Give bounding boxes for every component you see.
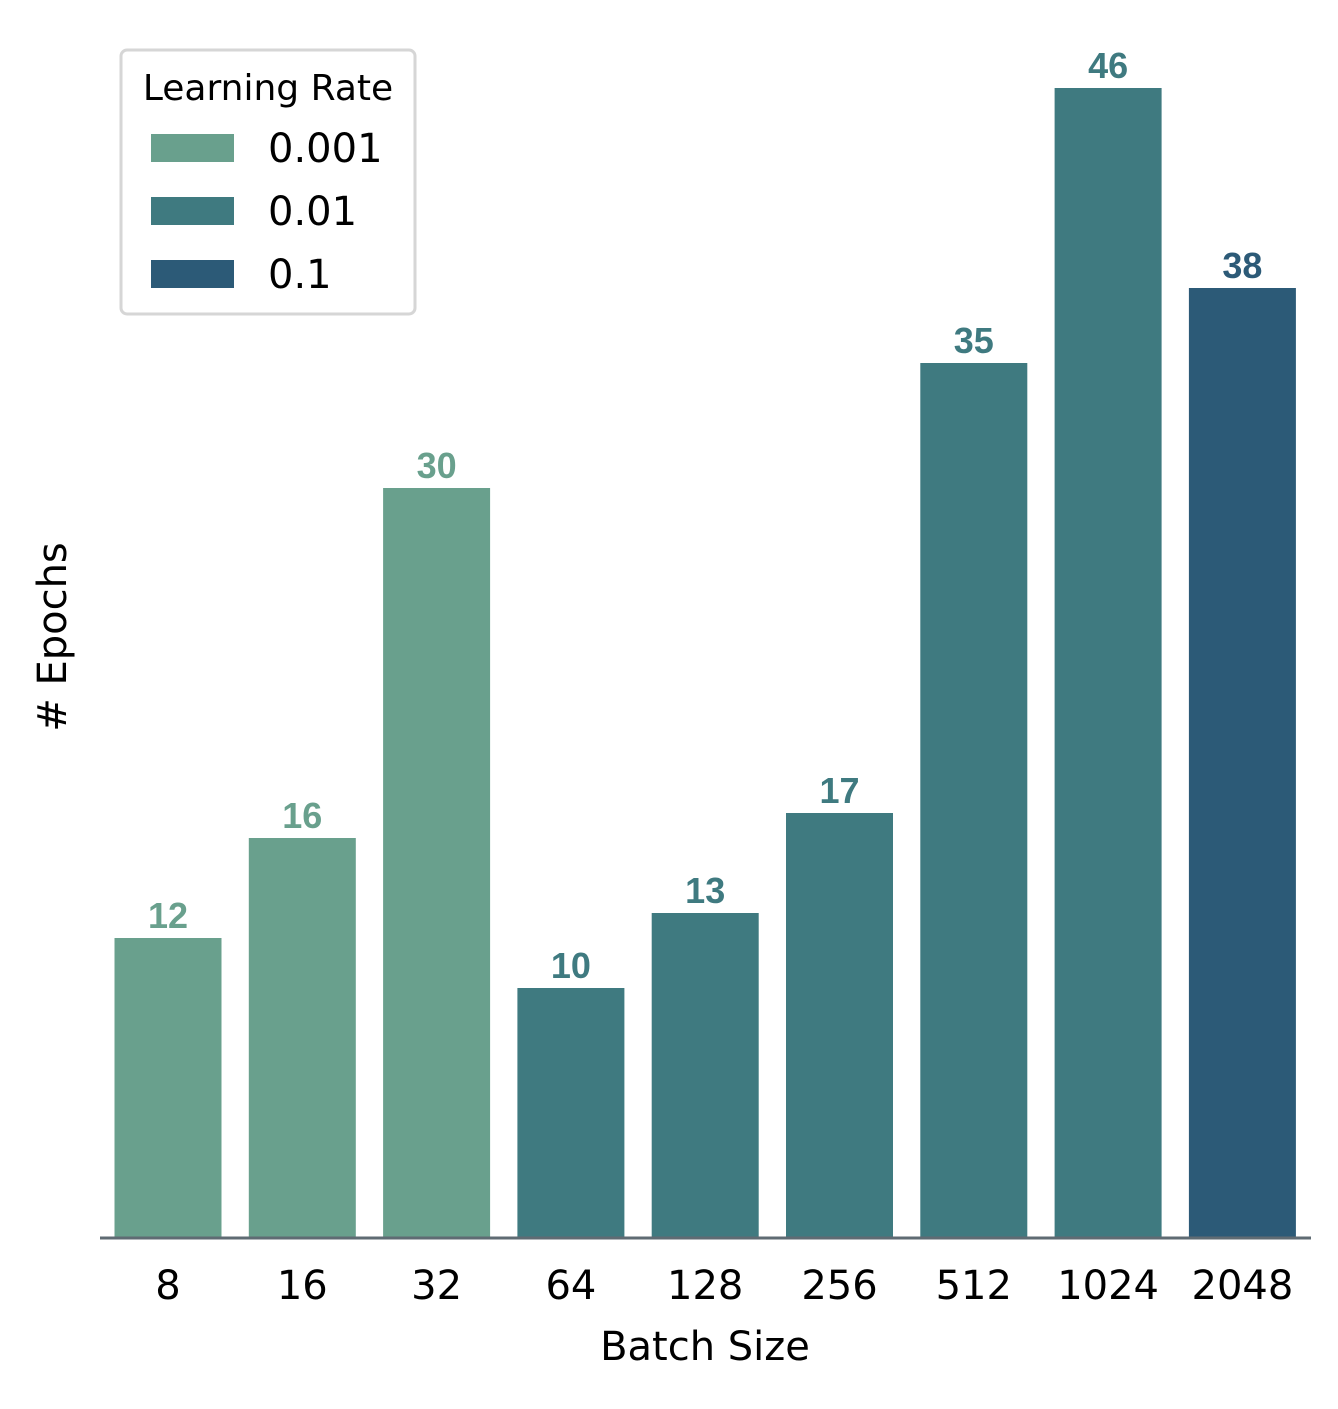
bar-8 <box>114 938 222 1238</box>
x-tick-label-512: 512 <box>936 1263 1012 1309</box>
bars-layer <box>114 88 1296 1238</box>
bar-value-label-32: 30 <box>417 445 457 486</box>
x-tick-label-8: 8 <box>155 1263 180 1309</box>
bar-value-label-128: 13 <box>685 870 725 911</box>
bar-64 <box>517 988 625 1238</box>
bar-value-label-8: 12 <box>148 895 188 936</box>
x-tick-label-256: 256 <box>801 1263 877 1309</box>
bar-512 <box>920 363 1028 1238</box>
legend-title: Learning Rate <box>143 68 393 109</box>
bar-value-label-512: 35 <box>954 320 994 361</box>
bar-value-label-64: 10 <box>551 945 591 986</box>
value-labels-layer: 12 16 30 10 13 17 35 46 38 <box>148 45 1262 986</box>
bar-value-label-16: 16 <box>282 795 322 836</box>
x-tick-label-64: 64 <box>545 1263 596 1309</box>
x-tick-labels: 8 16 32 64 128 256 512 1024 2048 <box>155 1263 1293 1309</box>
bar-128 <box>651 913 759 1238</box>
legend-frame <box>119 48 417 316</box>
legend-label-0.001: 0.001 <box>268 126 383 172</box>
legend-entries: 0.001 0.01 0.1 <box>151 126 383 298</box>
legend-swatch-0.1 <box>151 260 234 288</box>
bar-value-label-256: 17 <box>819 770 859 811</box>
bar-256 <box>786 813 893 1238</box>
x-tick-label-128: 128 <box>667 1263 743 1309</box>
bar-1024 <box>1054 88 1162 1238</box>
y-axis-title: # Epochs <box>30 542 76 732</box>
x-axis-title: Batch Size <box>600 1324 810 1370</box>
legend-label-0.1: 0.1 <box>268 252 332 298</box>
x-tick-label-16: 16 <box>277 1263 328 1309</box>
bar-32 <box>383 488 491 1238</box>
x-tick-label-32: 32 <box>411 1263 462 1309</box>
legend-label-0.01: 0.01 <box>268 189 357 235</box>
bar-value-label-1024: 46 <box>1088 45 1128 86</box>
bar-value-label-2048: 38 <box>1222 245 1262 286</box>
bar-16 <box>248 838 356 1238</box>
x-tick-label-1024: 1024 <box>1057 1263 1159 1309</box>
legend: Learning Rate 0.001 0.01 0.1 <box>119 48 417 316</box>
bar-2048 <box>1188 288 1296 1238</box>
legend-swatch-0.01 <box>151 197 234 225</box>
x-tick-label-2048: 2048 <box>1192 1263 1294 1309</box>
legend-swatch-0.001 <box>151 134 234 162</box>
